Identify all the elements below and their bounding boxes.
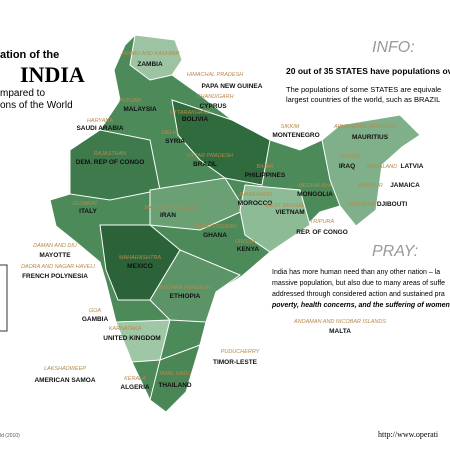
country-name: UNITED KINGDOM [103,335,160,342]
state-name: ANDAMAN AND NICOBAR ISLANDS [293,319,386,325]
pray-line: India has more human need than any other… [272,269,440,276]
state-name: KERALA [124,376,146,382]
state-name: HARYANA [87,118,113,124]
country-name: PAPA NEW GUINEA [202,83,263,90]
left-card [0,264,8,332]
state-labels: JAMMU AND KASHMIR ZAMBIA HIMACHAL PRADESH P… [21,51,424,391]
country-name: IRAQ [339,163,355,170]
country-name: ITALY [79,208,97,215]
country-name: MONTENEGRO [272,132,319,139]
region [149,249,242,323]
info-heading: INFO: [372,39,415,56]
state-name: JAMMU AND KASHMIR [119,51,179,57]
state-name: GUJARAT [72,201,98,207]
country-name: MOROCCO [238,200,273,207]
state-name: ASSAM [339,154,360,160]
country-name: ETHIOPIA [170,293,201,300]
country-name: DJIBOUTI [377,201,408,208]
country-name: CYPRUS [199,103,227,110]
state-name: UTTAR PRADESH [187,153,233,159]
info-line: largest countries of the world, such as … [286,95,440,104]
region [171,99,271,186]
country-name: FRENCH POLYNESIA [22,273,88,280]
country-name: MALTA [329,328,351,335]
country-name: MAURITIUS [352,134,389,141]
info-block: INFO: 20 out of 35 STATES have populatio… [286,39,450,104]
region [129,34,183,81]
state-name: ANDHRA PRADESH [158,285,210,291]
credit: ld (2010) [0,433,20,439]
state-name: ORISSA [235,239,256,245]
state-name: KARNATAKA [109,326,142,332]
country-name: DEM. REP OF CONGO [76,159,145,166]
country-name: THAILAND [158,382,192,389]
state-name: UTTARAKHAND [170,110,211,116]
region [321,114,421,227]
country-name: IRAN [160,212,176,219]
state-name: GOA [89,308,102,314]
country-name: REP. OF CONGO [296,229,348,236]
state-name: MADHYA PRADESH [144,205,195,211]
state-name: WEST BENGAL [265,203,305,209]
country-name: AMERICAN SAMOA [34,377,95,384]
pray-line: addressed through considered action and … [272,291,445,298]
info-line: The populations of some STATES are equiv… [286,85,441,94]
country-name: PHILIPPINES [245,172,286,179]
country-name: BOLIVIA [182,116,209,123]
pray-line: massive population, but also due to many… [272,280,445,287]
state-name: HIMACHAL PRADESH [187,72,243,78]
country-name: MEXICO [127,263,153,270]
state-name: MAHARASHTRA [119,255,162,261]
title-line: ons of the World [0,100,73,111]
state-name: DELHI [162,130,179,136]
state-name: NAGALAND [367,164,397,170]
country-name: JAMAICA [390,182,420,189]
state-name: MEGHALAYA [298,183,332,189]
info-line: 20 out of 35 STATES have populations ove… [286,66,450,76]
title-line: ation of the [0,49,59,61]
state-name: MIZORAM [349,202,375,208]
country-name: SYRIA [165,138,185,145]
state-name: CHHATTISGARH [194,224,237,230]
country-name: MONGOLIA [297,191,333,198]
state-name: BIHAR [257,164,274,170]
url: http://www.operati [378,430,439,439]
state-name: PUNJAB [119,98,141,104]
country-name: KENYA [237,246,259,253]
state-name: TRIPURA [310,219,334,225]
country-name: LATVIA [401,163,424,170]
region [149,344,201,413]
region [149,177,246,231]
pray-line: poverty, health concerns, and the suffer… [271,302,450,309]
country-name: GAMBIA [82,316,109,323]
india-map [49,34,421,413]
country-name: MALAYSIA [123,106,157,113]
state-name: TAMIL NADU [159,371,192,377]
region [239,184,311,253]
country-name: SAUDI ARABIA [76,125,123,132]
country-name: MAYOTTE [39,252,71,259]
state-name: ARUNACHAL PRADESH [333,124,396,130]
state-name: DAMAN AND DIU [33,243,77,249]
country-name: TIMOR-LESTE [213,359,258,366]
state-name: PUDUCHERRY [221,349,260,355]
state-name: JHARKHAND [237,192,272,198]
state-name: LAKSHADWEEP [44,366,86,372]
state-name: RAJASTHAN [94,151,127,157]
country-name: VIETNAM [275,209,304,216]
state-name: DADRA AND NAGAR HAVELI [21,264,95,270]
title-block: ation of the INDIA mpared to ons of the … [0,49,85,111]
country-name: BRAZIL [193,161,217,168]
state-name: MANIPUR [357,183,382,189]
country-name: ALGERIA [120,384,150,391]
title-main: INDIA [20,62,85,87]
title-line: mpared to [0,88,45,99]
pray-block: PRAY: India has more human need than any… [271,243,450,309]
country-name: GHANA [203,232,227,239]
state-name: CHANDIGARH [197,94,234,100]
pray-heading: PRAY: [372,243,418,260]
country-name: ZAMBIA [137,61,163,68]
state-name: SIKKIM [281,124,300,130]
